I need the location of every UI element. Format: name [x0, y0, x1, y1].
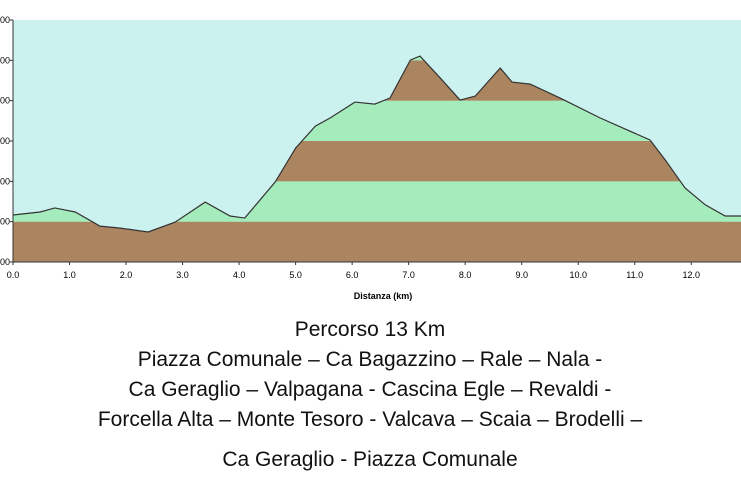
- caption-line: Piazza Comunale – Ca Bagazzino – Rale – …: [138, 348, 603, 371]
- x-tick-label: 10.0: [569, 270, 587, 280]
- y-tick-label: 200: [0, 257, 10, 267]
- x-tick-label: 1.0: [63, 270, 76, 280]
- elevation-profile: [12, 55, 741, 233]
- x-tick-label: 0.0: [7, 270, 20, 280]
- y-tick-label: 1200: [0, 55, 10, 65]
- y-tick-label: 600: [0, 176, 10, 186]
- x-tick-label: 2.0: [120, 270, 133, 280]
- caption-line: Forcella Alta – Monte Tesoro - Valcava –…: [98, 408, 643, 431]
- caption-line: Ca Geraglio - Piazza Comunale: [222, 448, 517, 471]
- x-tick-label: 11.0: [626, 270, 643, 280]
- x-tick-label: 8.0: [459, 270, 472, 280]
- y-tick-label: 800: [0, 136, 10, 146]
- x-tick-label: 4.0: [233, 270, 246, 280]
- x-tick-label: 3.0: [176, 270, 189, 280]
- x-tick-label: 5.0: [289, 270, 302, 280]
- caption-line: Ca Geraglio – Valpagana - Cascina Egle –…: [129, 378, 612, 401]
- x-tick-label: 7.0: [402, 270, 415, 280]
- caption-line: Percorso 13 Km: [295, 318, 446, 341]
- x-tick-label: 12.0: [682, 270, 700, 280]
- y-tick-label: 1400: [0, 15, 10, 25]
- x-tick-label: 9.0: [515, 270, 528, 280]
- x-axis-title: Distanza (km): [354, 291, 413, 301]
- y-tick-label: 400: [0, 217, 10, 227]
- x-tick-label: 6.0: [346, 270, 359, 280]
- y-tick-label: 1000: [0, 96, 10, 106]
